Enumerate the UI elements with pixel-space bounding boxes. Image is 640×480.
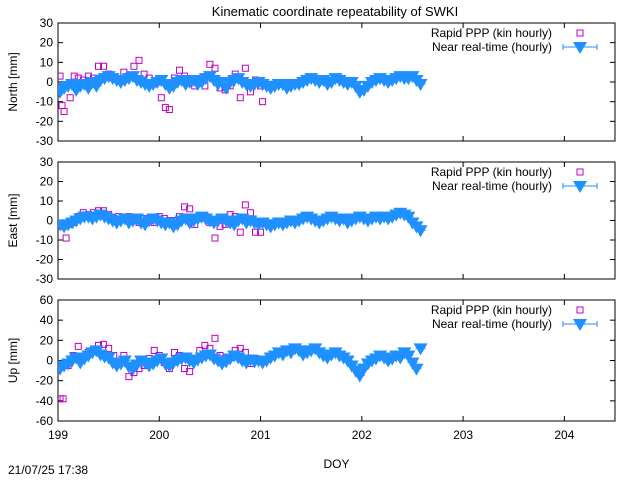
rapid-ppp-point	[206, 60, 214, 68]
legend-label: Near real-time (hourly)	[432, 179, 552, 193]
legend-label: Rapid PPP (kin hourly)	[431, 303, 552, 317]
y-tick-label: -40	[36, 394, 54, 408]
rapid-ppp-point	[95, 62, 103, 70]
rapid-ppp-point	[186, 205, 194, 213]
legend-label: Near real-time (hourly)	[432, 317, 552, 331]
y-tick-label: 30	[40, 16, 54, 30]
data-layer	[58, 201, 428, 242]
nrt-point	[413, 225, 428, 238]
y-tick-label: -20	[36, 374, 54, 388]
rapid-ppp-point	[236, 94, 244, 102]
rapid-ppp-point	[58, 102, 66, 110]
rapid-ppp-point	[100, 340, 108, 348]
y-axis-label: Up [mm]	[6, 338, 20, 383]
rapid-ppp-point	[241, 64, 249, 72]
y-tick-label: -20	[36, 114, 54, 128]
nrt-point	[409, 363, 424, 376]
rapid-ppp-point	[70, 72, 78, 80]
rapid-ppp-point	[125, 373, 133, 381]
legend-triangle-icon	[573, 181, 587, 193]
rapid-ppp-point	[211, 234, 219, 242]
y-tick-label: 20	[40, 333, 54, 347]
rapid-ppp-point	[150, 346, 158, 354]
x-axis-label: DOY	[323, 457, 349, 471]
y-tick-label: 0	[46, 214, 53, 228]
legend-label: Rapid PPP (kin hourly)	[431, 165, 552, 179]
rapid-ppp-point	[259, 98, 267, 106]
rapid-ppp-point	[176, 66, 184, 74]
rapid-ppp-point	[74, 342, 82, 350]
y-tick-label: 60	[40, 293, 54, 307]
chart-title: Kinematic coordinate repeatability of SW…	[212, 4, 458, 19]
rapid-ppp-point	[60, 108, 68, 115]
rapid-ppp-point	[66, 94, 74, 102]
timestamp: 21/07/25 17:38	[8, 463, 88, 477]
data-layer	[58, 334, 428, 403]
rapid-ppp-point	[181, 203, 189, 211]
data-layer	[58, 56, 428, 115]
panel-3: -60 -40 -20 0 20 40 60 199 200 201 202 203 204 Up [mm…	[6, 293, 616, 471]
rapid-ppp-point	[135, 56, 143, 64]
y-tick-label: -30	[36, 134, 54, 148]
rapid-ppp-point	[241, 201, 249, 209]
y-tick-label: 20	[40, 36, 54, 50]
rapid-ppp-point	[157, 94, 165, 102]
rapid-ppp-point	[186, 368, 194, 376]
rapid-ppp-point	[62, 234, 70, 242]
legend-label: Near real-time (hourly)	[432, 40, 552, 54]
rapid-ppp-point	[130, 62, 138, 70]
y-tick-label: -30	[36, 272, 54, 286]
nrt-point	[117, 355, 132, 368]
y-tick-label: 40	[40, 313, 54, 327]
y-tick-label: 0	[46, 75, 53, 89]
legend-label: Rapid PPP (kin hourly)	[431, 26, 552, 40]
y-tick-label: 10	[40, 194, 54, 208]
y-tick-label: -20	[36, 253, 54, 267]
nrt-point	[413, 78, 428, 91]
legend-square-icon	[576, 29, 584, 37]
rapid-ppp-point	[100, 62, 108, 70]
legend-square-icon	[576, 168, 584, 176]
x-tick-label: 204	[554, 428, 574, 442]
rapid-ppp-point	[58, 72, 64, 80]
x-tick-label: 203	[453, 428, 473, 442]
panel-2: -30 -20 -10 0 10 20 30 East [mm] Rapid PPP (kin …	[6, 155, 616, 286]
x-tick-label: 200	[149, 428, 169, 442]
y-tick-label: -10	[36, 233, 54, 247]
y-tick-label: 0	[46, 354, 53, 368]
x-tick-label: 201	[251, 428, 271, 442]
y-tick-label: -10	[36, 95, 54, 109]
y-tick-label: 10	[40, 55, 54, 69]
legend-triangle-icon	[573, 42, 587, 54]
y-axis-label: North [mm]	[6, 52, 20, 111]
rapid-ppp-point	[257, 228, 265, 236]
rapid-ppp-point	[105, 344, 113, 352]
panel-1: -30 -20 -10 0 10 20 30 North [mm] Rapid PPP (kin…	[6, 16, 616, 148]
rapid-ppp-point	[211, 334, 219, 342]
rapid-ppp-point	[59, 395, 67, 403]
x-tick-label: 199	[48, 428, 68, 442]
legend-triangle-icon	[573, 319, 587, 331]
y-tick-label: 30	[40, 155, 54, 169]
x-tick-label: 202	[352, 428, 372, 442]
rapid-ppp-point	[161, 104, 169, 112]
y-axis-label: East [mm]	[6, 193, 20, 247]
y-tick-label: 20	[40, 175, 54, 189]
y-tick-label: -60	[36, 414, 54, 428]
rapid-ppp-point	[236, 228, 244, 236]
legend-square-icon	[576, 306, 584, 314]
rapid-ppp-point	[165, 106, 173, 114]
nrt-point	[401, 350, 416, 363]
rapid-ppp-point	[251, 228, 259, 236]
nrt-point	[413, 343, 428, 356]
nrt-point	[405, 357, 420, 370]
